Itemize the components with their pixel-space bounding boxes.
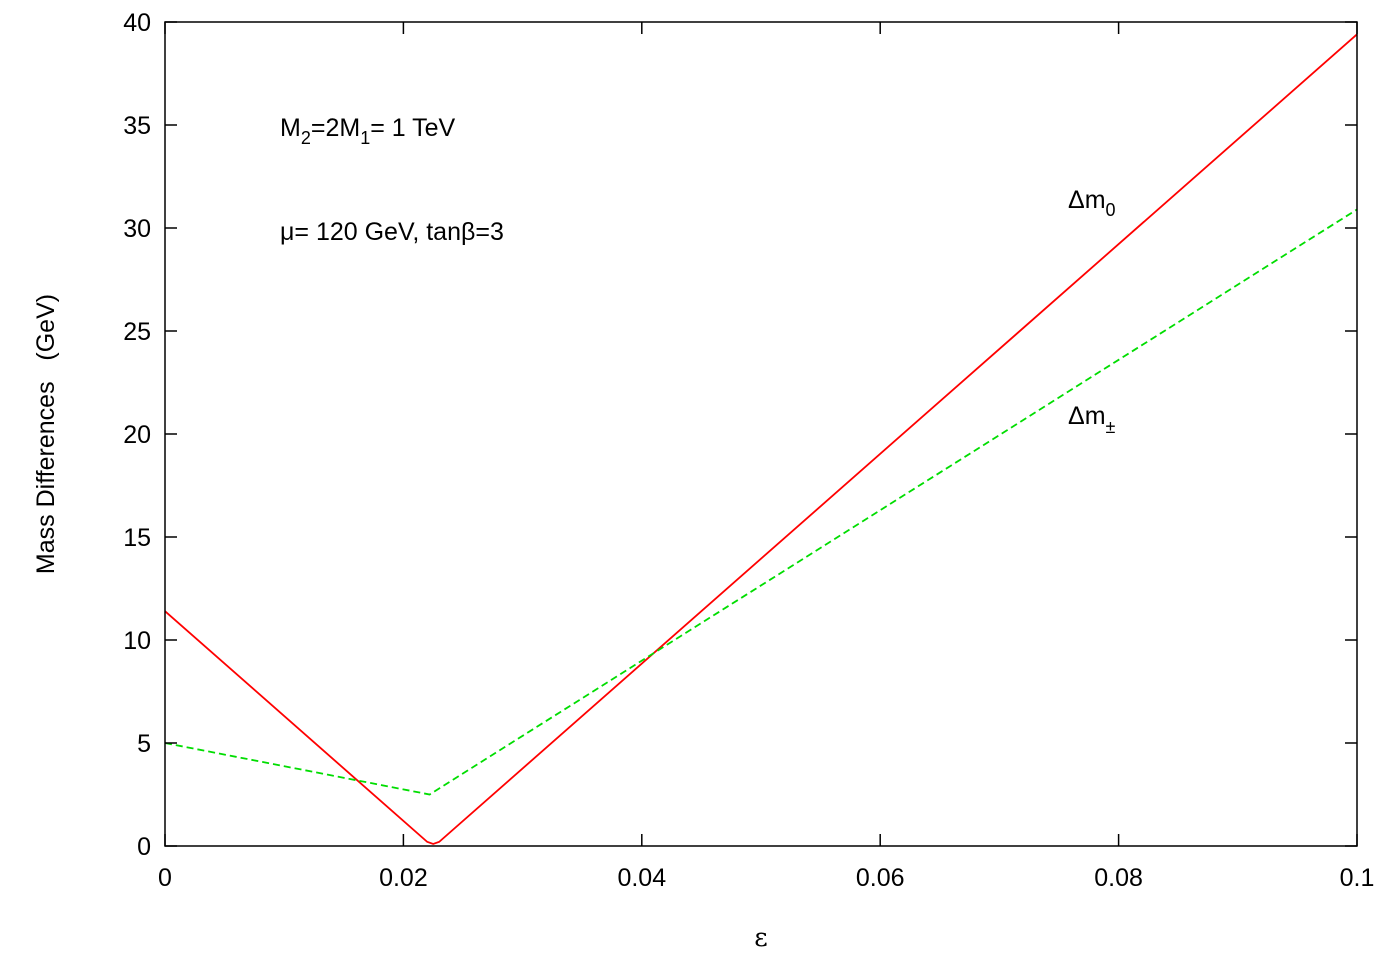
x-tick-label: 0.06 [856,864,905,892]
annotation-params: μ= 120 GeV, tanβ=3 [280,218,504,246]
annotation-masses: M2=2M1= 1 TeV [280,114,456,148]
annotation-masses-tail: = 1 TeV [370,114,455,142]
series-layer [164,33,1358,845]
ticks-layer [164,21,1358,847]
y-tick-label: 35 [123,112,151,140]
x-tick-label: 0.08 [1094,864,1143,892]
series-label-dm0-base: Δm [1068,186,1106,214]
x-tick-label: 0.02 [379,864,428,892]
series-label-dmpm-sub: ± [1106,417,1116,437]
annotation-masses-sub1: 2 [301,128,311,148]
y-tick-label: 0 [137,833,151,861]
x-tick-label: 0.1 [1340,864,1375,892]
y-tick-label: 30 [123,215,151,243]
y-tick-label: 10 [123,627,151,655]
y-tick-label: 5 [137,730,151,758]
series-label-dmpm-base: Δm [1068,402,1106,430]
series-label-dm0-sub: 0 [1106,200,1116,220]
y-tick-label: 40 [123,9,151,37]
plot-frame [164,21,1358,847]
series-label-dmpm: Δm± [1068,402,1116,437]
y-tick-label: 25 [123,318,151,346]
series-label-dm0: Δm0 [1068,186,1116,220]
x-axis-label: ε [754,923,767,953]
y-axis-label: Mass Differences (GeV) [32,294,60,574]
x-tick-label: 0.04 [617,864,666,892]
series-line-1 [164,208,1358,796]
annotation-masses-base: M [280,114,301,142]
x-tick-label: 0 [158,864,172,892]
series-line-0 [164,33,1358,845]
annotation-masses-sub2: 1 [360,128,370,148]
y-tick-label: 20 [123,421,151,449]
y-tick-label: 15 [123,524,151,552]
annotation-masses-mid: =2M [311,114,360,142]
